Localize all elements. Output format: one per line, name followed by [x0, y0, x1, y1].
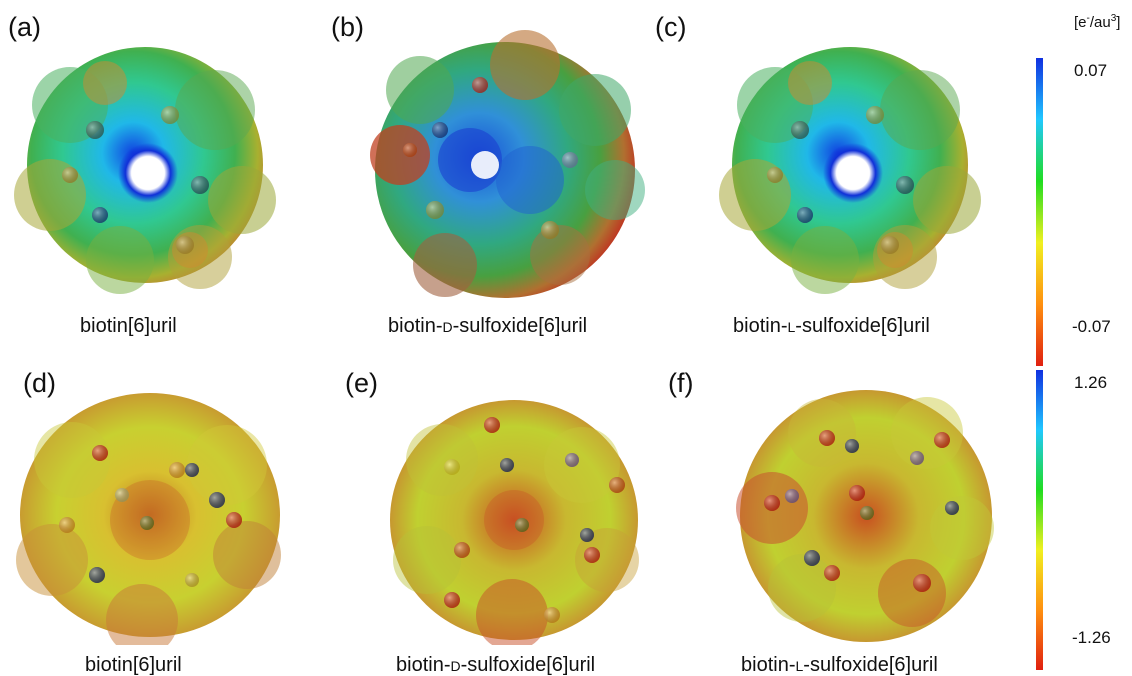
- electrostatic-surface-c: [719, 47, 981, 294]
- panel-label-e: (e): [345, 368, 378, 398]
- electrostatic-surface-b: [370, 30, 645, 298]
- caption-d: biotin[6]uril: [85, 654, 182, 676]
- caption-a: biotin[6]uril: [80, 315, 177, 337]
- electrostatic-surface-f: [736, 390, 994, 642]
- colorbar-top: [1036, 58, 1043, 366]
- colorbar-top-min-label: -0.07: [1072, 317, 1111, 336]
- panel-label-b: (b): [331, 12, 364, 42]
- caption-f: biotin-l-sulfoxide[6]uril: [741, 654, 938, 676]
- caption-c: biotin-l-sulfoxide[6]uril: [733, 315, 930, 337]
- electrostatic-surface-a: [14, 47, 276, 294]
- panel-label-f: (f): [668, 368, 694, 398]
- electrostatic-surface-d: [16, 393, 281, 645]
- panel-label-c: (c): [655, 12, 687, 42]
- colorbar-bottom: [1036, 370, 1043, 670]
- panel-label-d: (d): [23, 368, 56, 398]
- colorbar-bottom-max-label: 1.26: [1074, 373, 1108, 392]
- electrostatic-surface-e: [390, 400, 639, 645]
- caption-b: biotin-d-sulfoxide[6]uril: [388, 315, 588, 337]
- colorbar-bottom-min-label: -1.26: [1072, 628, 1111, 647]
- colorbar-unit-label: [e-/au3]: [1074, 13, 1121, 31]
- panel-label-a: (a): [8, 12, 41, 42]
- colorbar-top-max-label: 0.07: [1074, 61, 1108, 80]
- caption-e: biotin-d-sulfoxide[6]uril: [396, 654, 596, 676]
